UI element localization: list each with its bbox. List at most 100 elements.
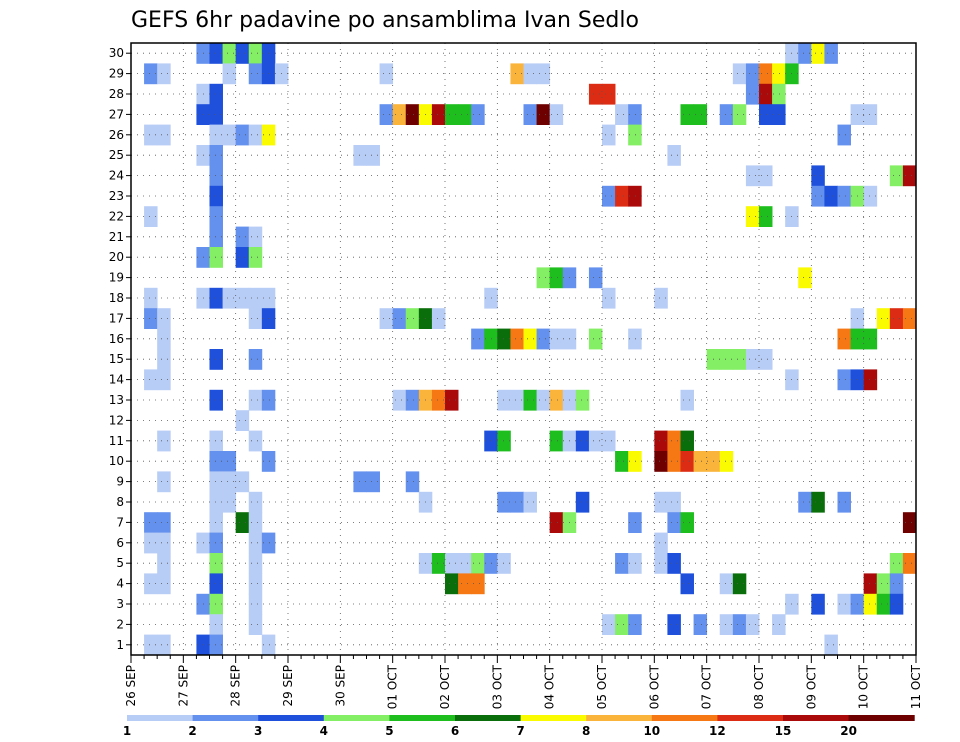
heatmap-cell [209,430,223,452]
heatmap-cell [235,410,250,431]
heatmap-cell [759,349,773,370]
heatmap-cell [248,430,263,452]
heatmap-cell [732,614,747,635]
heatmap-cell [588,430,603,452]
heatmap-cell [248,614,263,635]
y-tick-label: 8 [116,495,124,509]
heatmap-cell [248,226,263,248]
heatmap-cell [759,63,773,85]
heatmap-cell [628,104,642,125]
y-tick-label: 20 [109,250,124,264]
heatmap-cell [209,553,223,574]
heatmap-cell [745,63,760,85]
y-tick-label: 17 [109,311,124,325]
heatmap-cell [222,491,237,513]
heatmap-cell [209,287,223,309]
heatmap-cell [222,63,237,85]
heatmap-cell [628,328,642,350]
x-tick-label: 30 SEP [333,665,347,707]
y-axis-ticks: 1234567891011121314151617181920212223242… [109,46,131,652]
heatmap-cell [549,389,564,411]
y-tick-label: 29 [109,67,124,81]
x-tick-label: 02 OCT [438,664,452,709]
heatmap-cell [144,63,158,85]
heatmap-cell [248,287,263,309]
x-tick-label: 29 SEP [281,665,295,707]
heatmap-cell [575,389,590,411]
y-tick-label: 9 [116,475,124,489]
y-tick-label: 30 [109,46,124,60]
heatmap-cell [523,63,537,85]
heatmap-cell [222,43,237,64]
heatmap-cell [209,43,223,64]
heatmap-cell [209,247,223,268]
heatmap-cell [157,471,171,493]
heatmap-cell [209,185,223,207]
heatmap-cell [366,471,380,493]
heatmap-cell [510,389,524,411]
heatmap-cell [811,491,825,513]
heatmap-cell [222,471,237,493]
heatmap-cell [248,43,263,64]
heatmap-cell [235,247,250,268]
y-tick-label: 19 [109,271,124,285]
x-tick-label: 04 OCT [543,664,557,709]
heatmap-cell [261,451,276,472]
heatmap-cell [719,451,734,472]
heatmap-cell [248,573,263,595]
heatmap-cell [222,287,237,309]
heatmap-cell [261,308,276,329]
heatmap-cell [471,573,485,595]
heatmap-cell [209,532,223,554]
heatmap-cell [157,328,171,350]
heatmap-cell [235,287,250,309]
x-tick-label: 28 SEP [229,665,243,707]
heatmap-cell [772,104,786,125]
heatmap-cell [392,389,407,411]
heatmap-cell [209,104,223,125]
heatmap-cells [144,43,917,656]
heatmap-cell [209,573,223,595]
heatmap-cell [837,328,851,350]
y-tick-label: 4 [116,577,124,591]
heatmap-cell [405,471,420,493]
heatmap-cell [379,63,394,85]
heatmap-cell [235,124,250,146]
heatmap-cell [458,553,472,574]
heatmap-cell [602,430,616,452]
legend-label: 15 [775,724,792,738]
heatmap-cell [248,63,263,85]
heatmap-cell [628,185,642,207]
heatmap-cell [615,451,629,472]
y-tick-label: 27 [109,107,124,121]
y-tick-label: 1 [116,638,124,652]
heatmap-cell [615,104,629,125]
heatmap-cell [628,451,642,472]
heatmap-cell [536,63,551,85]
heatmap-cell [602,83,616,105]
heatmap-cell [837,124,851,146]
heatmap-cell [628,512,642,533]
heatmap-cell [863,369,878,391]
heatmap-cell [209,512,223,533]
x-tick-label: 26 SEP [124,665,138,707]
heatmap-cell [863,573,878,595]
heatmap-cell [602,124,616,146]
heatmap-cell [602,287,616,309]
heatmap-cell [209,165,223,187]
heatmap-cell [484,287,498,309]
heatmap-cell [536,389,551,411]
heatmap-cell [889,308,904,329]
heatmap-cell [209,593,223,615]
heatmap-cell [392,104,407,125]
heatmap-cell [235,43,250,64]
heatmap-cell [549,104,564,125]
y-tick-label: 2 [116,617,124,631]
y-tick-label: 3 [116,597,124,611]
heatmap-cell [680,430,694,452]
heatmap-cell [458,573,472,595]
y-tick-label: 6 [116,536,124,550]
heatmap-cell [732,104,747,125]
heatmap-cell [445,104,459,125]
legend-swatch [783,715,850,721]
